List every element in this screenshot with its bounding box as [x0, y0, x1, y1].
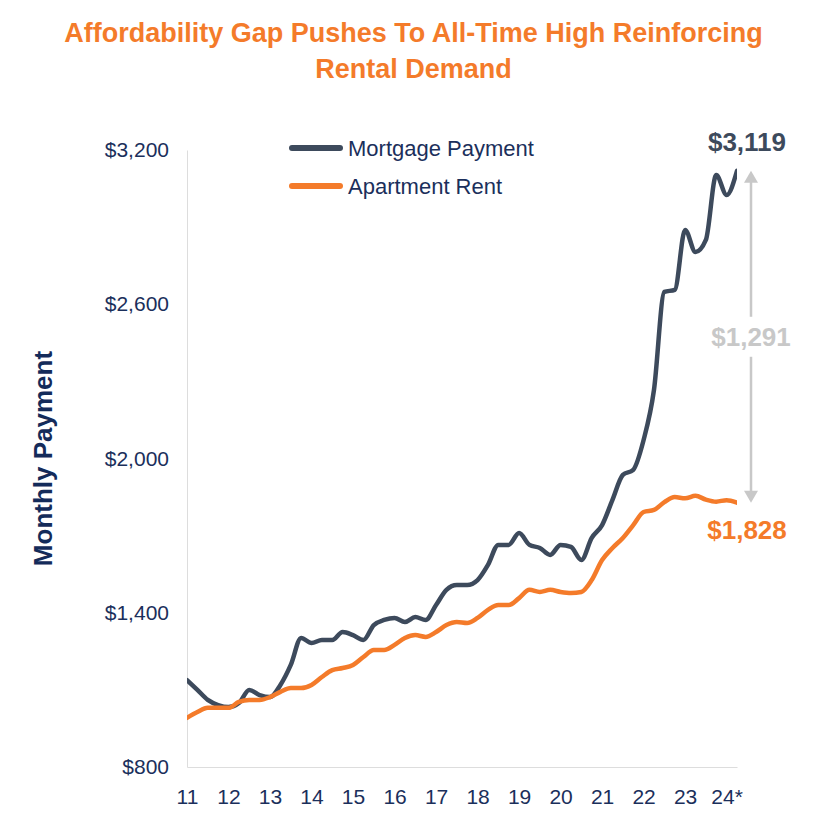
x-tick-label: 17: [425, 785, 448, 808]
arrow-head: [744, 171, 758, 183]
x-tick: 18: [466, 767, 489, 808]
x-tick-label: 15: [342, 785, 365, 808]
x-tick-label: 14: [300, 785, 324, 808]
title: Affordability Gap Pushes To All-Time Hig…: [64, 18, 763, 84]
x-tick-label: 23: [674, 785, 697, 808]
line-series: [187, 496, 737, 718]
x-tick-label: 19: [508, 785, 531, 808]
arrow-head: [744, 491, 758, 503]
y-tick: $2,000: [105, 447, 187, 470]
y-tick: $800: [122, 755, 187, 778]
x-tick-label: 20: [549, 785, 572, 808]
y-tick-label: $1,400: [105, 601, 169, 624]
end-label: $3,119: [708, 127, 786, 157]
chart: Affordability Gap Pushes To All-Time Hig…: [0, 0, 827, 824]
legend-swatch: [292, 183, 340, 189]
x-tick: 23: [674, 767, 697, 808]
x-tick-label: 13: [259, 785, 282, 808]
x-tick: 14: [300, 767, 324, 808]
y-axis-title: Monthly Payment: [28, 351, 58, 567]
legend-label: Apartment Rent: [348, 174, 502, 199]
x-tick-label: 24*: [711, 785, 743, 808]
x-tick-label: 18: [466, 785, 489, 808]
y-tick-label: $800: [122, 755, 169, 778]
legend-swatch: [292, 145, 340, 151]
x-tick: 11: [177, 767, 199, 808]
x-tick-label: 21: [591, 785, 614, 808]
legend-label: Mortgage Payment: [348, 136, 534, 161]
y-tick-label: $2,000: [105, 447, 169, 470]
x-axis: 11 12 13 14 15 16 17 18 19 20 21 22 23 24*: [177, 767, 743, 808]
x-tick: 19: [508, 767, 531, 808]
x-tick-label: 12: [217, 785, 240, 808]
y-tick: $3,200: [105, 138, 187, 161]
x-tick: 16: [383, 767, 406, 808]
x-tick: 12: [217, 767, 240, 808]
x-axis-line: [188, 767, 738, 768]
y-tick-label: $2,600: [105, 292, 169, 315]
line-series: [187, 171, 737, 707]
y-tick: $2,600: [105, 292, 187, 315]
x-tick-label: 22: [632, 785, 655, 808]
y-axis-line: [187, 151, 188, 768]
end-label: $1,828: [707, 515, 787, 545]
x-tick: 13: [259, 767, 282, 808]
label-background: [703, 317, 799, 357]
x-tick: 17: [425, 767, 448, 808]
x-tick: 24*: [711, 767, 743, 808]
legend: Mortgage Payment Apartment Rent: [292, 136, 534, 199]
x-tick: 22: [632, 767, 655, 808]
x-tick-label: 16: [383, 785, 406, 808]
gap-label: $1,291: [711, 322, 791, 352]
annotations: $3,119 $1,828 $1,291: [703, 127, 799, 545]
y-tick: $1,400: [105, 601, 187, 624]
x-tick: 15: [342, 767, 365, 808]
y-tick-label: $3,200: [105, 138, 169, 161]
x-tick: 20: [549, 767, 572, 808]
y-axis: $800 $1,400 $2,000 $2,600 $3,200: [105, 138, 188, 778]
x-tick: 21: [591, 767, 614, 808]
plot-area: [187, 171, 737, 718]
x-tick-label: 11: [177, 785, 199, 808]
